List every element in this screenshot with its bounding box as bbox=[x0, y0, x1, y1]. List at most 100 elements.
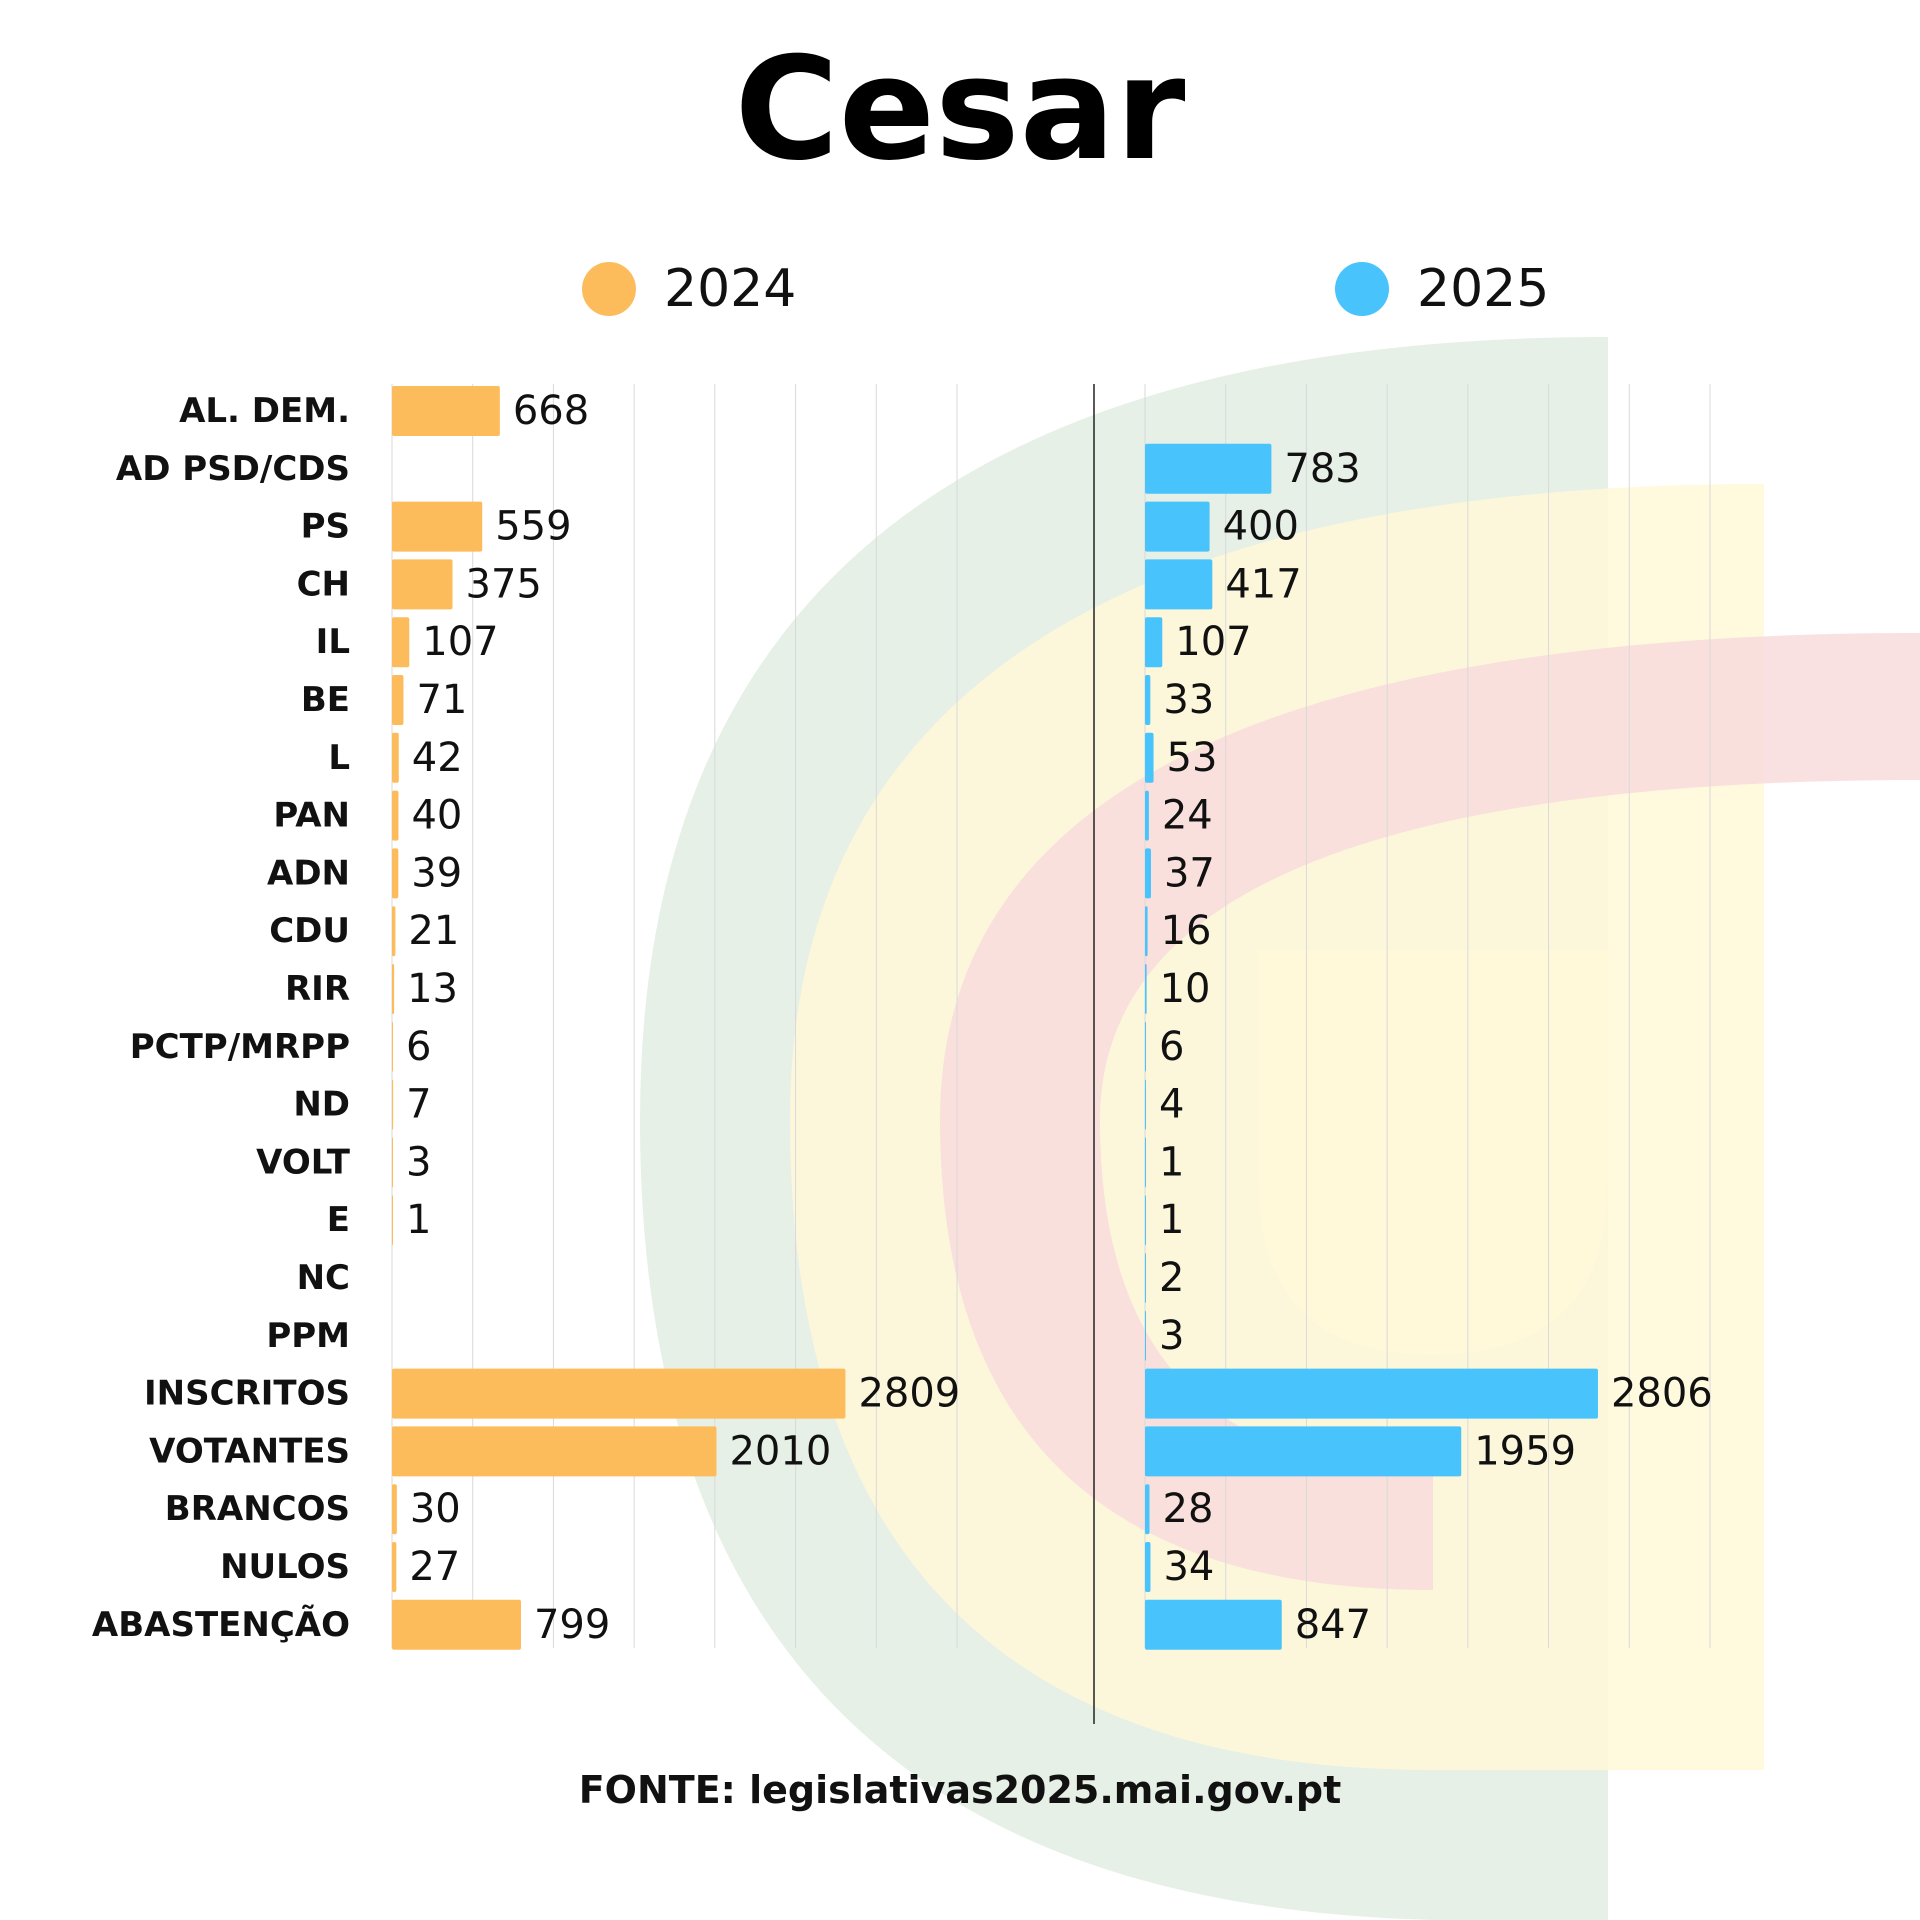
bar-2025 bbox=[1145, 964, 1147, 1014]
value-label-2025: 34 bbox=[1163, 1544, 1214, 1590]
bar-2025 bbox=[1145, 1542, 1151, 1592]
category-label: L bbox=[328, 738, 350, 778]
bar-2024 bbox=[392, 790, 399, 841]
bar-2025 bbox=[1145, 675, 1151, 725]
bar-2024 bbox=[392, 906, 396, 957]
value-label-2024: 375 bbox=[466, 561, 542, 607]
value-label-2024: 799 bbox=[534, 1602, 610, 1648]
value-label-2024: 6 bbox=[406, 1024, 431, 1070]
value-label-2025: 37 bbox=[1164, 850, 1215, 896]
legend-swatch-2024 bbox=[582, 262, 636, 316]
value-label-2025: 24 bbox=[1162, 793, 1213, 839]
bar-2024 bbox=[392, 1195, 393, 1246]
category-label: PPM bbox=[266, 1316, 350, 1356]
value-label-2024: 1 bbox=[406, 1197, 431, 1243]
category-label: E bbox=[327, 1200, 350, 1240]
category-label: NULOS bbox=[220, 1547, 350, 1587]
bar-2024 bbox=[392, 617, 410, 668]
bar-2025 bbox=[1145, 617, 1163, 668]
watermark-yellow-shield bbox=[1258, 950, 1608, 1355]
value-label-2024: 2809 bbox=[858, 1371, 960, 1417]
value-label-2024: 40 bbox=[411, 793, 462, 839]
value-label-2025: 1 bbox=[1159, 1139, 1184, 1185]
value-label-2025: 2806 bbox=[1611, 1371, 1713, 1417]
value-label-2025: 2 bbox=[1159, 1255, 1184, 1301]
value-label-2024: 13 bbox=[407, 966, 458, 1012]
category-label: PS bbox=[301, 507, 350, 547]
value-label-2024: 71 bbox=[416, 677, 467, 723]
bar-2024 bbox=[392, 964, 395, 1014]
category-label: VOTANTES bbox=[149, 1431, 350, 1471]
bar-2025 bbox=[1145, 1426, 1462, 1477]
bar-2025 bbox=[1145, 732, 1154, 783]
bar-2025 bbox=[1145, 1079, 1146, 1130]
bar-2025 bbox=[1145, 1021, 1146, 1072]
legend-item-2025: 2025 bbox=[1335, 258, 1549, 320]
category-label: BRANCOS bbox=[165, 1489, 350, 1529]
legend-swatch-2025 bbox=[1335, 262, 1389, 316]
legend-item-2024: 2024 bbox=[582, 258, 796, 320]
bar-2025 bbox=[1145, 1253, 1146, 1303]
category-label: ADN bbox=[267, 853, 350, 893]
category-label: PAN bbox=[273, 796, 350, 836]
bar-2024 bbox=[392, 732, 399, 783]
category-label: INSCRITOS bbox=[144, 1374, 350, 1414]
category-label: NC bbox=[297, 1258, 350, 1298]
bar-2025 bbox=[1145, 1484, 1150, 1535]
category-label: BE bbox=[301, 680, 350, 720]
value-label-2025: 53 bbox=[1167, 735, 1218, 781]
bar-2025 bbox=[1145, 1368, 1598, 1419]
category-label: ABASTENÇÃO bbox=[92, 1604, 350, 1645]
value-label-2025: 1 bbox=[1159, 1197, 1184, 1243]
source-note: FONTE: legislativas2025.mai.gov.pt bbox=[578, 1768, 1342, 1812]
category-label: IL bbox=[316, 622, 350, 662]
value-label-2025: 6 bbox=[1159, 1024, 1184, 1070]
value-label-2025: 1959 bbox=[1474, 1428, 1576, 1474]
category-label: ND bbox=[293, 1085, 350, 1125]
value-label-2024: 2010 bbox=[729, 1428, 831, 1474]
value-label-2025: 3 bbox=[1159, 1313, 1184, 1359]
bar-2025 bbox=[1145, 848, 1151, 899]
value-label-2025: 400 bbox=[1223, 504, 1299, 550]
category-label: RIR bbox=[285, 969, 350, 1009]
bar-2024 bbox=[392, 675, 404, 725]
bar-2025 bbox=[1145, 559, 1213, 610]
value-label-2024: 3 bbox=[406, 1139, 431, 1185]
bar-2024 bbox=[392, 1021, 393, 1072]
watermark-red-arc bbox=[940, 633, 1920, 1590]
bar-2024 bbox=[392, 1368, 846, 1419]
category-label: VOLT bbox=[256, 1142, 351, 1182]
category-label: CH bbox=[297, 564, 350, 604]
value-label-2025: 33 bbox=[1163, 677, 1214, 723]
bar-2024 bbox=[392, 1599, 521, 1650]
bar-2024 bbox=[392, 1137, 393, 1188]
bar-2025 bbox=[1145, 1137, 1146, 1188]
value-label-2024: 30 bbox=[410, 1486, 461, 1532]
value-label-2024: 42 bbox=[412, 735, 463, 781]
value-label-2025: 28 bbox=[1163, 1486, 1214, 1532]
value-label-2025: 417 bbox=[1225, 561, 1301, 607]
bar-2024 bbox=[392, 1426, 717, 1477]
value-label-2024: 27 bbox=[409, 1544, 460, 1590]
chart-title: Cesar bbox=[734, 27, 1186, 192]
bar-2024 bbox=[392, 1542, 397, 1592]
bar-2025 bbox=[1145, 790, 1149, 841]
category-label: AL. DEM. bbox=[179, 391, 350, 431]
value-label-2024: 107 bbox=[422, 619, 498, 665]
value-label-2025: 107 bbox=[1175, 619, 1251, 665]
bar-2024 bbox=[392, 1484, 397, 1535]
bar-2025 bbox=[1145, 1599, 1282, 1650]
value-label-2024: 668 bbox=[513, 388, 589, 434]
value-label-2024: 21 bbox=[408, 908, 459, 954]
category-label: CDU bbox=[269, 911, 350, 951]
bar-2025 bbox=[1145, 1195, 1146, 1246]
category-label: PCTP/MRPP bbox=[130, 1027, 350, 1067]
bar-2025 bbox=[1145, 1310, 1146, 1361]
category-label: AD PSD/CDS bbox=[116, 449, 350, 489]
value-label-2025: 4 bbox=[1159, 1082, 1184, 1128]
value-label-2024: 7 bbox=[406, 1082, 431, 1128]
legend-label-2025: 2025 bbox=[1417, 259, 1550, 319]
bar-2024 bbox=[392, 559, 453, 610]
